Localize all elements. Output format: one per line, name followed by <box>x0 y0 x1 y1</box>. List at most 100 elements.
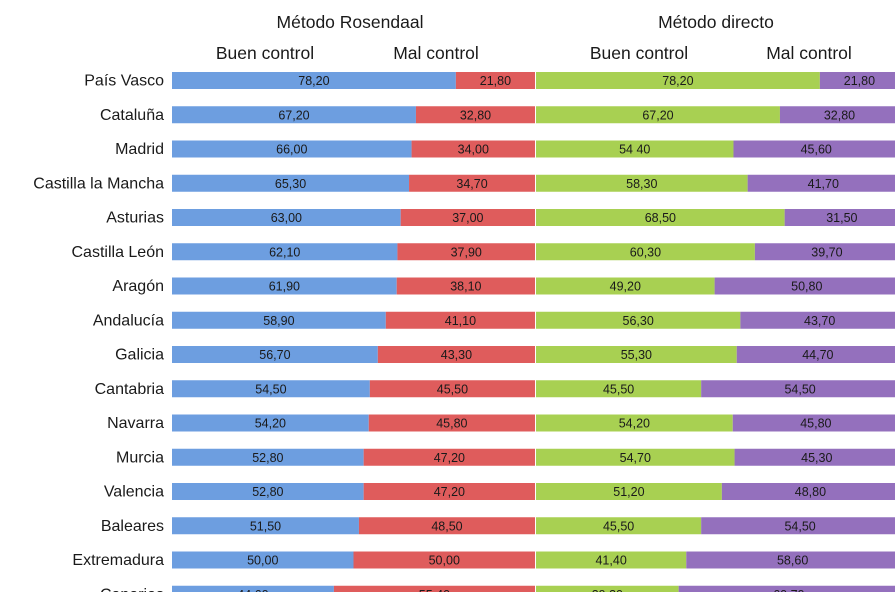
bar-directo-mal-pais-vasco <box>819 72 895 89</box>
bar-directo-buen-navarra <box>536 414 733 432</box>
bar-rosendaal-mal-canarias <box>333 585 535 592</box>
value-label: 43,70 <box>804 314 835 328</box>
bar-rosendaal-buen-cantabria <box>172 380 370 398</box>
bars <box>172 72 895 592</box>
value-label: 67,20 <box>278 108 309 122</box>
bar-directo-mal-cantabria <box>701 380 895 398</box>
value-label: 60,30 <box>630 245 661 259</box>
value-label: 55,30 <box>621 348 652 362</box>
value-label: 39,70 <box>811 245 842 259</box>
bar-directo-mal-aragon <box>714 277 895 295</box>
bar-rosendaal-buen-extremadura <box>172 551 354 569</box>
category-label-navarra: Navarra <box>107 415 164 432</box>
bar-rosendaal-mal-navarra <box>368 414 535 432</box>
value-label: 54 40 <box>619 143 650 157</box>
bar-directo-mal-murcia <box>734 448 895 466</box>
value-label: 58,90 <box>263 314 294 328</box>
bar-rosendaal-mal-cataluna <box>415 106 535 124</box>
value-labels: 78,20 21,80 78,20 21,80 67,20 32,80 67,20 32,80… <box>237 74 875 592</box>
value-label: 56,30 <box>623 314 654 328</box>
value-label: 47,20 <box>434 451 465 465</box>
category-label-murcia: Murcia <box>116 449 164 466</box>
value-label: 52,80 <box>252 451 283 465</box>
value-label: 54,50 <box>784 519 815 533</box>
value-label: 38,10 <box>450 280 481 294</box>
value-label: 78,20 <box>298 74 329 88</box>
value-label: 31,50 <box>826 211 857 225</box>
value-label: 39,30 <box>592 588 623 592</box>
value-label: 54,50 <box>784 382 815 396</box>
category-label-aragon: Aragón <box>112 278 164 295</box>
bar-directo-mal-valencia <box>721 483 895 500</box>
value-label: 44,60 <box>237 588 268 592</box>
value-label: 45,60 <box>801 143 832 157</box>
bar-directo-buen-castilla-la-mancha <box>536 174 748 192</box>
bar-rosendaal-buen-canarias <box>172 585 334 592</box>
bar-rosendaal-buen-navarra <box>172 414 369 432</box>
bar-rosendaal-mal-baleares <box>358 517 535 535</box>
value-label: 41,40 <box>595 554 626 568</box>
bar-rosendaal-mal-castilla-leon <box>397 243 535 261</box>
bar-rosendaal-buen-cataluna <box>172 106 416 124</box>
value-label: 32,80 <box>460 108 491 122</box>
value-label: 58,30 <box>626 177 657 191</box>
category-label-cantabria: Cantabria <box>95 381 164 398</box>
category-label-cataluna: Cataluña <box>100 107 164 124</box>
bar-rosendaal-buen-valencia <box>172 483 364 500</box>
value-label: 67,20 <box>642 108 673 122</box>
bar-rosendaal-buen-andalucia <box>172 311 386 329</box>
group-title-rosendaal: Método Rosendaal <box>277 12 424 32</box>
value-label: 55,40 <box>419 588 450 592</box>
series-label-directo-mal: Mal control <box>766 43 852 63</box>
value-label: 45,50 <box>437 382 468 396</box>
bar-rosendaal-buen-pais-vasco <box>172 72 456 89</box>
bar-rosendaal-mal-extremadura <box>353 551 535 569</box>
value-label: 43,30 <box>441 348 472 362</box>
bar-rosendaal-buen-castilla-leon <box>172 243 398 261</box>
bar-rosendaal-buen-galicia <box>172 346 378 363</box>
bar-directo-buen-canarias <box>536 585 679 592</box>
value-label: 62,10 <box>269 245 300 259</box>
category-label-asturias: Asturias <box>106 210 164 227</box>
value-label: 56,70 <box>259 348 290 362</box>
value-label: 41,70 <box>808 177 839 191</box>
bar-directo-buen-pais-vasco <box>536 72 820 89</box>
bar-directo-buen-galicia <box>536 346 737 363</box>
bar-rosendaal-mal-pais-vasco <box>455 72 535 89</box>
value-label: 21,80 <box>844 74 875 88</box>
chart-headers: Método Rosendaal Buen control Mal contro… <box>216 12 852 63</box>
category-labels: País Vasco Cataluña Madrid Castilla la Manc… <box>33 73 164 592</box>
value-label: 48,80 <box>795 485 826 499</box>
value-label: 45,80 <box>436 417 467 431</box>
value-label: 54,20 <box>619 417 650 431</box>
bar-rosendaal-buen-castilla-la-mancha <box>172 174 410 192</box>
value-label: 54,70 <box>620 451 651 465</box>
bar-directo-mal-galicia <box>736 346 895 363</box>
value-label: 41,10 <box>445 314 476 328</box>
value-label: 45,30 <box>801 451 832 465</box>
bar-directo-buen-aragon <box>536 277 715 295</box>
value-label: 45,80 <box>800 417 831 431</box>
bar-rosendaal-buen-aragon <box>172 277 397 295</box>
bar-directo-mal-navarra <box>732 414 895 432</box>
bar-directo-buen-cantabria <box>536 380 702 398</box>
bar-directo-mal-andalucia <box>740 311 895 329</box>
bar-directo-mal-castilla-la-mancha <box>747 174 895 192</box>
value-label: 61,90 <box>269 280 300 294</box>
value-label: 37,00 <box>452 211 483 225</box>
category-label-castilla-la-mancha: Castilla la Mancha <box>33 175 164 192</box>
series-label-rosendaal-mal: Mal control <box>393 43 479 63</box>
value-label: 49,20 <box>610 280 641 294</box>
bar-directo-buen-murcia <box>536 448 735 466</box>
value-label: 45,50 <box>603 382 634 396</box>
value-label: 44,70 <box>802 348 833 362</box>
value-label: 66,00 <box>276 143 307 157</box>
value-label: 54,50 <box>255 382 286 396</box>
value-label: 54,20 <box>255 417 286 431</box>
value-label: 37,90 <box>451 245 482 259</box>
bar-rosendaal-buen-madrid <box>172 140 412 158</box>
value-label: 52,80 <box>252 485 283 499</box>
bar-directo-buen-valencia <box>536 483 722 500</box>
value-label: 58,60 <box>777 554 808 568</box>
bar-rosendaal-mal-andalucia <box>385 311 535 329</box>
